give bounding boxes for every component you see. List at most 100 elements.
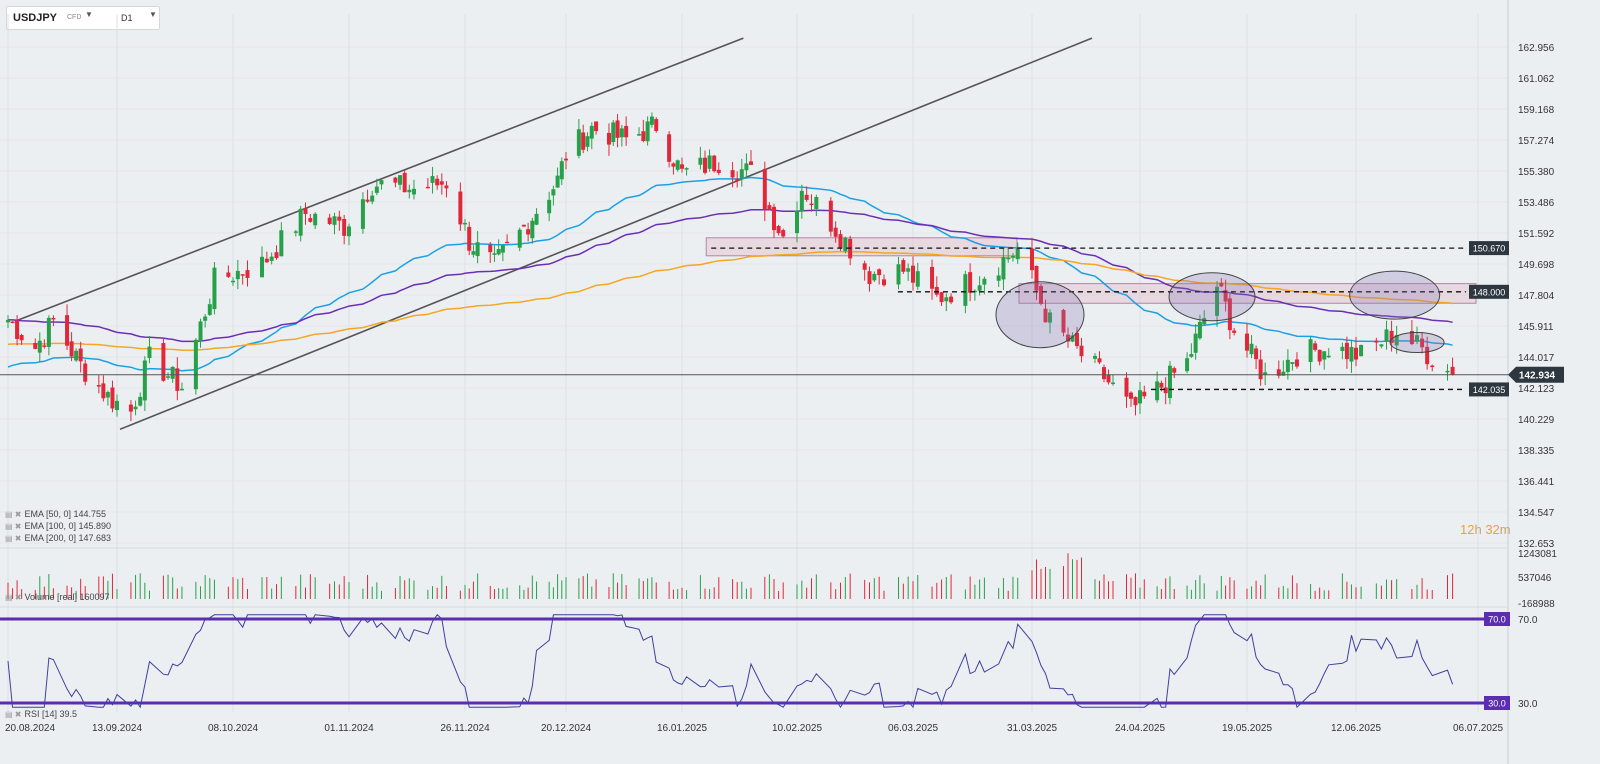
candle-body [1430, 365, 1435, 368]
ema50-legend[interactable]: ▤ ✖ EMA [50, 0] 144.755 [5, 509, 107, 519]
candle-body [327, 217, 332, 224]
candle-body [1276, 369, 1281, 376]
current-price-tag-bg [1508, 366, 1564, 383]
candle-body [968, 272, 973, 293]
candle-body [949, 296, 954, 303]
price-axis-label: 155.380 [1518, 167, 1555, 178]
candle-body [645, 121, 650, 142]
candle-body [496, 249, 501, 255]
candle-body [1281, 371, 1286, 376]
candle-body [42, 345, 47, 347]
candle-body [1006, 257, 1011, 260]
date-axis: 20.08.2024 13.09.2024 08.10.2024 01.11.2024… [5, 723, 1503, 734]
candle-body [1061, 309, 1066, 333]
caret-down-icon[interactable]: ▼ [149, 10, 157, 19]
candle-body [551, 189, 556, 196]
candle-body [207, 304, 212, 315]
ema200-legend[interactable]: ▤ ✖ EMA [200, 0] 147.683 [5, 533, 112, 543]
candle-body [1359, 344, 1364, 357]
candle-body [147, 346, 152, 359]
candle-body [896, 264, 901, 285]
candle-body [1015, 248, 1020, 260]
candle-body [332, 216, 337, 225]
ema100-legend[interactable]: ▤ ✖ EMA [100, 0] 145.890 [5, 521, 112, 531]
candle-body [862, 263, 867, 270]
candle-body [1389, 330, 1394, 344]
price-axis-label: 159.168 [1518, 105, 1555, 116]
candle-body [260, 256, 264, 278]
candle-body [1254, 348, 1259, 360]
date-axis-label: 19.05.2025 [1222, 723, 1272, 734]
candle-body [245, 270, 250, 278]
date-axis-label: 06.07.2025 [1453, 723, 1503, 734]
candle-body [370, 195, 375, 202]
candle-body [1102, 367, 1106, 380]
candle-body [235, 270, 240, 280]
candle-body [347, 226, 351, 237]
candle-body [398, 175, 403, 185]
candle-body [809, 203, 814, 206]
candle-body [161, 343, 166, 381]
volume-legend[interactable]: ▤ ✖ Volume [real] 160097 [5, 592, 110, 602]
candle-body [1450, 366, 1455, 375]
candle-body [1374, 340, 1379, 343]
price-axis-label: 134.547 [1518, 508, 1555, 519]
date-axis-label: 31.03.2025 [1007, 723, 1057, 734]
candle-body [828, 200, 833, 232]
candle-body [444, 185, 449, 189]
candle-body [795, 210, 799, 234]
candle-body [1193, 333, 1198, 353]
candlesticks [6, 112, 1455, 422]
ema100-line [8, 209, 1453, 343]
caret-down-icon[interactable]: ▼ [85, 10, 93, 19]
candle-body [425, 186, 430, 189]
candle-body [166, 376, 171, 378]
volume-axis-label: 1243081 [1518, 549, 1557, 560]
timeframe-label[interactable]: D1 [121, 13, 133, 23]
current-price-tag: 142.934 [1519, 371, 1556, 382]
date-axis-label: 10.02.2025 [772, 723, 822, 734]
candle-body [37, 340, 42, 353]
price-axis-label: 132.653 [1518, 539, 1555, 550]
candle-body [212, 267, 217, 310]
candle-body [606, 132, 611, 145]
price-axis-label: 142.123 [1518, 384, 1555, 395]
candle-body [393, 177, 398, 183]
candle-body [115, 400, 119, 411]
level-142-035-tag: 142.035 [1473, 385, 1506, 395]
candle-body [1326, 355, 1331, 358]
level-150-670-tag-bg [1469, 241, 1509, 256]
candle-body [374, 186, 379, 193]
candle-body [170, 366, 175, 379]
candle-body [707, 155, 712, 169]
candle-body [475, 242, 480, 257]
price-axis-label: 138.335 [1518, 446, 1555, 457]
candle-body [1322, 351, 1327, 360]
candle-body [337, 216, 342, 221]
candle-body [471, 251, 476, 255]
candle-body [619, 128, 624, 138]
candle-body [939, 292, 944, 303]
candle-body [402, 172, 407, 193]
candle-body [1001, 257, 1006, 280]
candle-body [179, 388, 184, 391]
date-axis-label: 20.08.2024 [5, 723, 55, 734]
symbol-selector[interactable]: USDJPY CFD ▼ D1 ▼ [6, 6, 160, 30]
rsi-legend[interactable]: ▤ ✖ RSI [14] 39.5 [5, 709, 78, 719]
candle-body [901, 260, 906, 272]
candle-body [1106, 374, 1111, 383]
candle-body [1349, 347, 1354, 362]
candle-body [1317, 349, 1322, 362]
candle-body [1197, 321, 1202, 339]
candle-body [492, 253, 497, 255]
candle-body [33, 342, 38, 349]
price-axis-label: 157.274 [1518, 136, 1555, 147]
candle-body [547, 199, 552, 214]
candle-body [1030, 248, 1034, 271]
price-axis-label: 162.956 [1518, 43, 1555, 54]
candle-body [882, 279, 886, 286]
candle-body [1138, 390, 1142, 404]
candle-body [624, 125, 629, 138]
candle-body [1163, 387, 1168, 394]
